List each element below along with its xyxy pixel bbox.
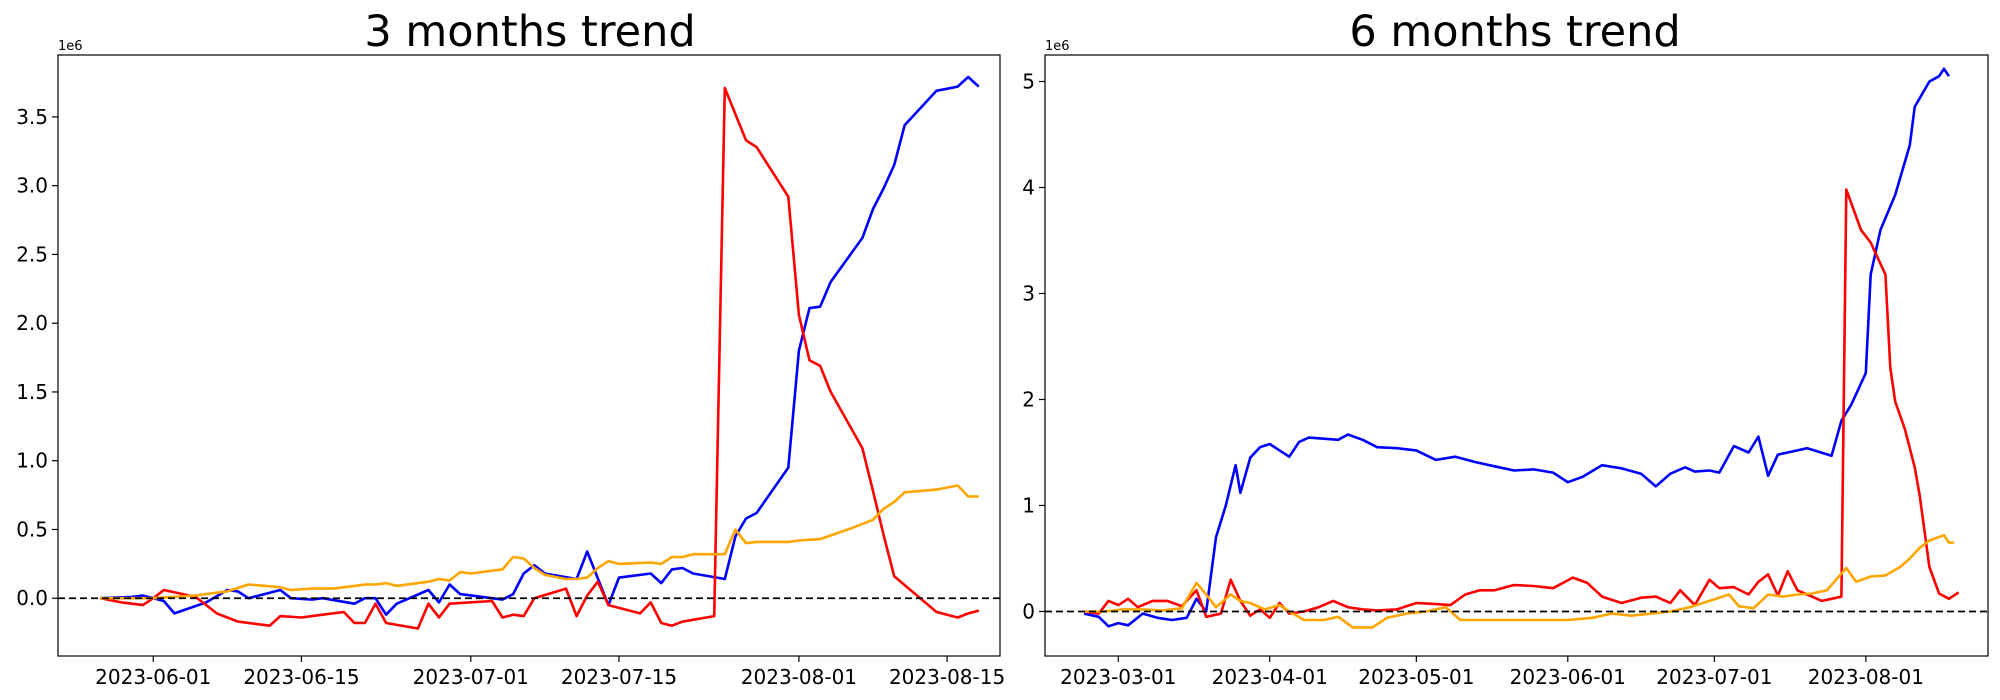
- y-axis: 0.0 0.5 1.0 1.5 2.0 2.5 3.0 3.5: [16, 105, 58, 610]
- x-tick-label: 2023-07-15: [561, 665, 677, 689]
- series-line-red: [1083, 188, 1960, 620]
- x-tick-label: 2023-06-01: [1510, 665, 1626, 689]
- x-tick-label: 2023-08-15: [889, 665, 1005, 689]
- y-tick-label: 0.0: [16, 586, 48, 610]
- x-tick-label: 2023-07-01: [413, 665, 529, 689]
- x-tick-label: 2023-08-01: [1808, 665, 1924, 689]
- series-line-orange: [100, 484, 979, 600]
- y-tick-label: 2.0: [16, 311, 48, 335]
- x-axis: 2023-06-01 2023-06-15 2023-07-01 2023-07-15…: [95, 656, 1005, 689]
- x-tick-label: 2023-07-01: [1656, 665, 1772, 689]
- y-tick-label: 0.5: [16, 517, 48, 541]
- x-tick-label: 2023-06-01: [95, 665, 211, 689]
- y-tick-label: 1: [1022, 493, 1035, 517]
- chart-title: 3 months trend: [364, 7, 695, 57]
- y-offset-label: 1e6: [58, 39, 83, 54]
- x-axis: 2023-03-01 2023-04-01 2023-05-01 2023-06-01…: [1060, 656, 1924, 689]
- x-tick-label: 2023-08-01: [741, 665, 857, 689]
- chart-6-months: 6 months trend 1e6 2023-03-01 2023-04-01 2…: [1022, 7, 1989, 689]
- y-tick-label: 0: [1022, 599, 1035, 623]
- y-tick-label: 2.5: [16, 242, 48, 266]
- y-tick-label: 3.0: [16, 174, 48, 198]
- y-tick-label: 1.5: [16, 380, 48, 404]
- y-axis: 0 1 2 3 4 5: [1022, 69, 1045, 623]
- series-line-blue: [1083, 67, 1950, 628]
- y-tick-label: 3.5: [16, 105, 48, 129]
- y-tick-label: 1.0: [16, 449, 48, 473]
- y-tick-label: 4: [1022, 175, 1035, 199]
- plot-frame: [57, 54, 1001, 657]
- x-tick-label: 2023-06-15: [243, 665, 359, 689]
- series-line-blue: [100, 75, 980, 617]
- y-tick-label: 5: [1022, 69, 1035, 93]
- x-tick-label: 2023-04-01: [1212, 665, 1328, 689]
- x-tick-label: 2023-03-01: [1060, 665, 1176, 689]
- series-line-orange: [1084, 533, 1954, 629]
- y-tick-label: 3: [1022, 281, 1035, 305]
- y-tick-label: 2: [1022, 387, 1035, 411]
- chart-title: 6 months trend: [1349, 7, 1680, 57]
- plot-marks: [1045, 67, 1988, 629]
- x-tick-label: 2023-05-01: [1358, 665, 1474, 689]
- series-line-red: [100, 86, 980, 630]
- plot-frame: [1044, 54, 1989, 657]
- plot-marks: [58, 75, 1000, 630]
- chart-3-months: 3 months trend 1e6 2023-06-01 2023-06-15 2…: [16, 7, 1005, 689]
- y-offset-label: 1e6: [1045, 39, 1070, 54]
